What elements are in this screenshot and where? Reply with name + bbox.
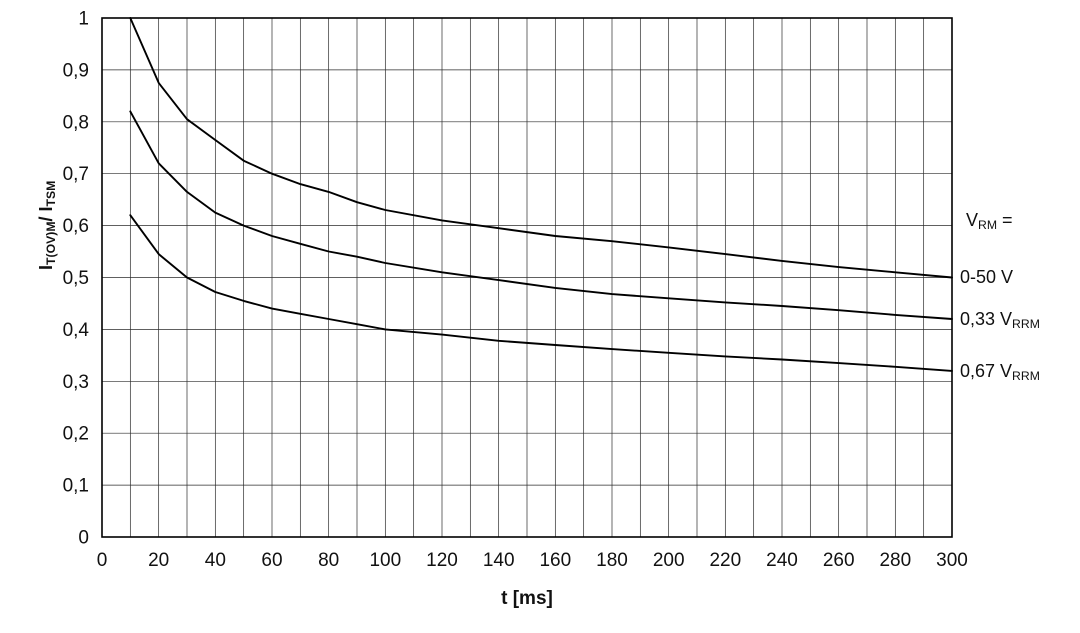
y-tick-label: 0,4 [63, 320, 90, 341]
x-tick-label: 140 [483, 550, 515, 571]
y-tick-label: 0,1 [63, 476, 89, 497]
y-tick-label: 0,6 [63, 216, 89, 237]
x-tick-label: 280 [879, 550, 911, 571]
legend-item-067vrrm: 0,67 VRRM [960, 361, 1040, 384]
x-tick-label: 160 [539, 550, 571, 571]
curve-1 [129, 110, 953, 320]
y-tick-label: 0,7 [63, 164, 89, 185]
x-tick-label: 260 [823, 550, 855, 571]
y-tick-label: 0,2 [63, 424, 89, 445]
y-tick-label: 0,9 [63, 60, 89, 81]
x-tick-label: 80 [318, 550, 339, 571]
x-tick-label: 0 [97, 550, 108, 571]
x-tick-label: 120 [426, 550, 458, 571]
x-axis-label: t [ms] [501, 588, 553, 609]
legend-title: VRM = [966, 210, 1013, 233]
curve-0 [129, 17, 953, 279]
x-tick-label: 200 [653, 550, 685, 571]
x-tick-label: 60 [261, 550, 282, 571]
curve-2 [129, 214, 953, 372]
y-tick-label: 1 [78, 9, 89, 30]
y-tick-label: 0,8 [63, 112, 89, 133]
x-tick-label: 240 [766, 550, 798, 571]
x-tick-label: 100 [369, 550, 401, 571]
legend-item-033vrrm: 0,33 VRRM [960, 309, 1040, 332]
x-tick-label: 40 [205, 550, 226, 571]
y-tick-label: 0,3 [63, 372, 89, 393]
legend-item-0-50v: 0-50 V [960, 267, 1014, 287]
y-tick-label: 0,5 [63, 268, 89, 289]
x-tick-label: 300 [936, 550, 968, 571]
x-tick-label: 20 [148, 550, 169, 571]
y-tick-label: 0 [78, 528, 89, 549]
x-tick-label: 180 [596, 550, 628, 571]
x-tick-label: 220 [709, 550, 741, 571]
